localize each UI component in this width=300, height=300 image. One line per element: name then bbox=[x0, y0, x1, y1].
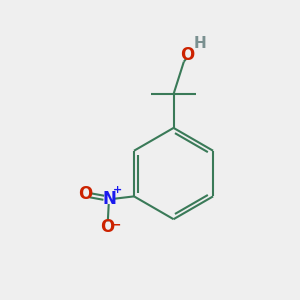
Text: O: O bbox=[78, 185, 92, 203]
Text: H: H bbox=[194, 37, 206, 52]
Text: O: O bbox=[100, 218, 115, 236]
Text: −: − bbox=[111, 219, 122, 232]
Text: O: O bbox=[180, 46, 194, 64]
Text: +: + bbox=[112, 185, 122, 195]
Text: N: N bbox=[102, 190, 116, 208]
